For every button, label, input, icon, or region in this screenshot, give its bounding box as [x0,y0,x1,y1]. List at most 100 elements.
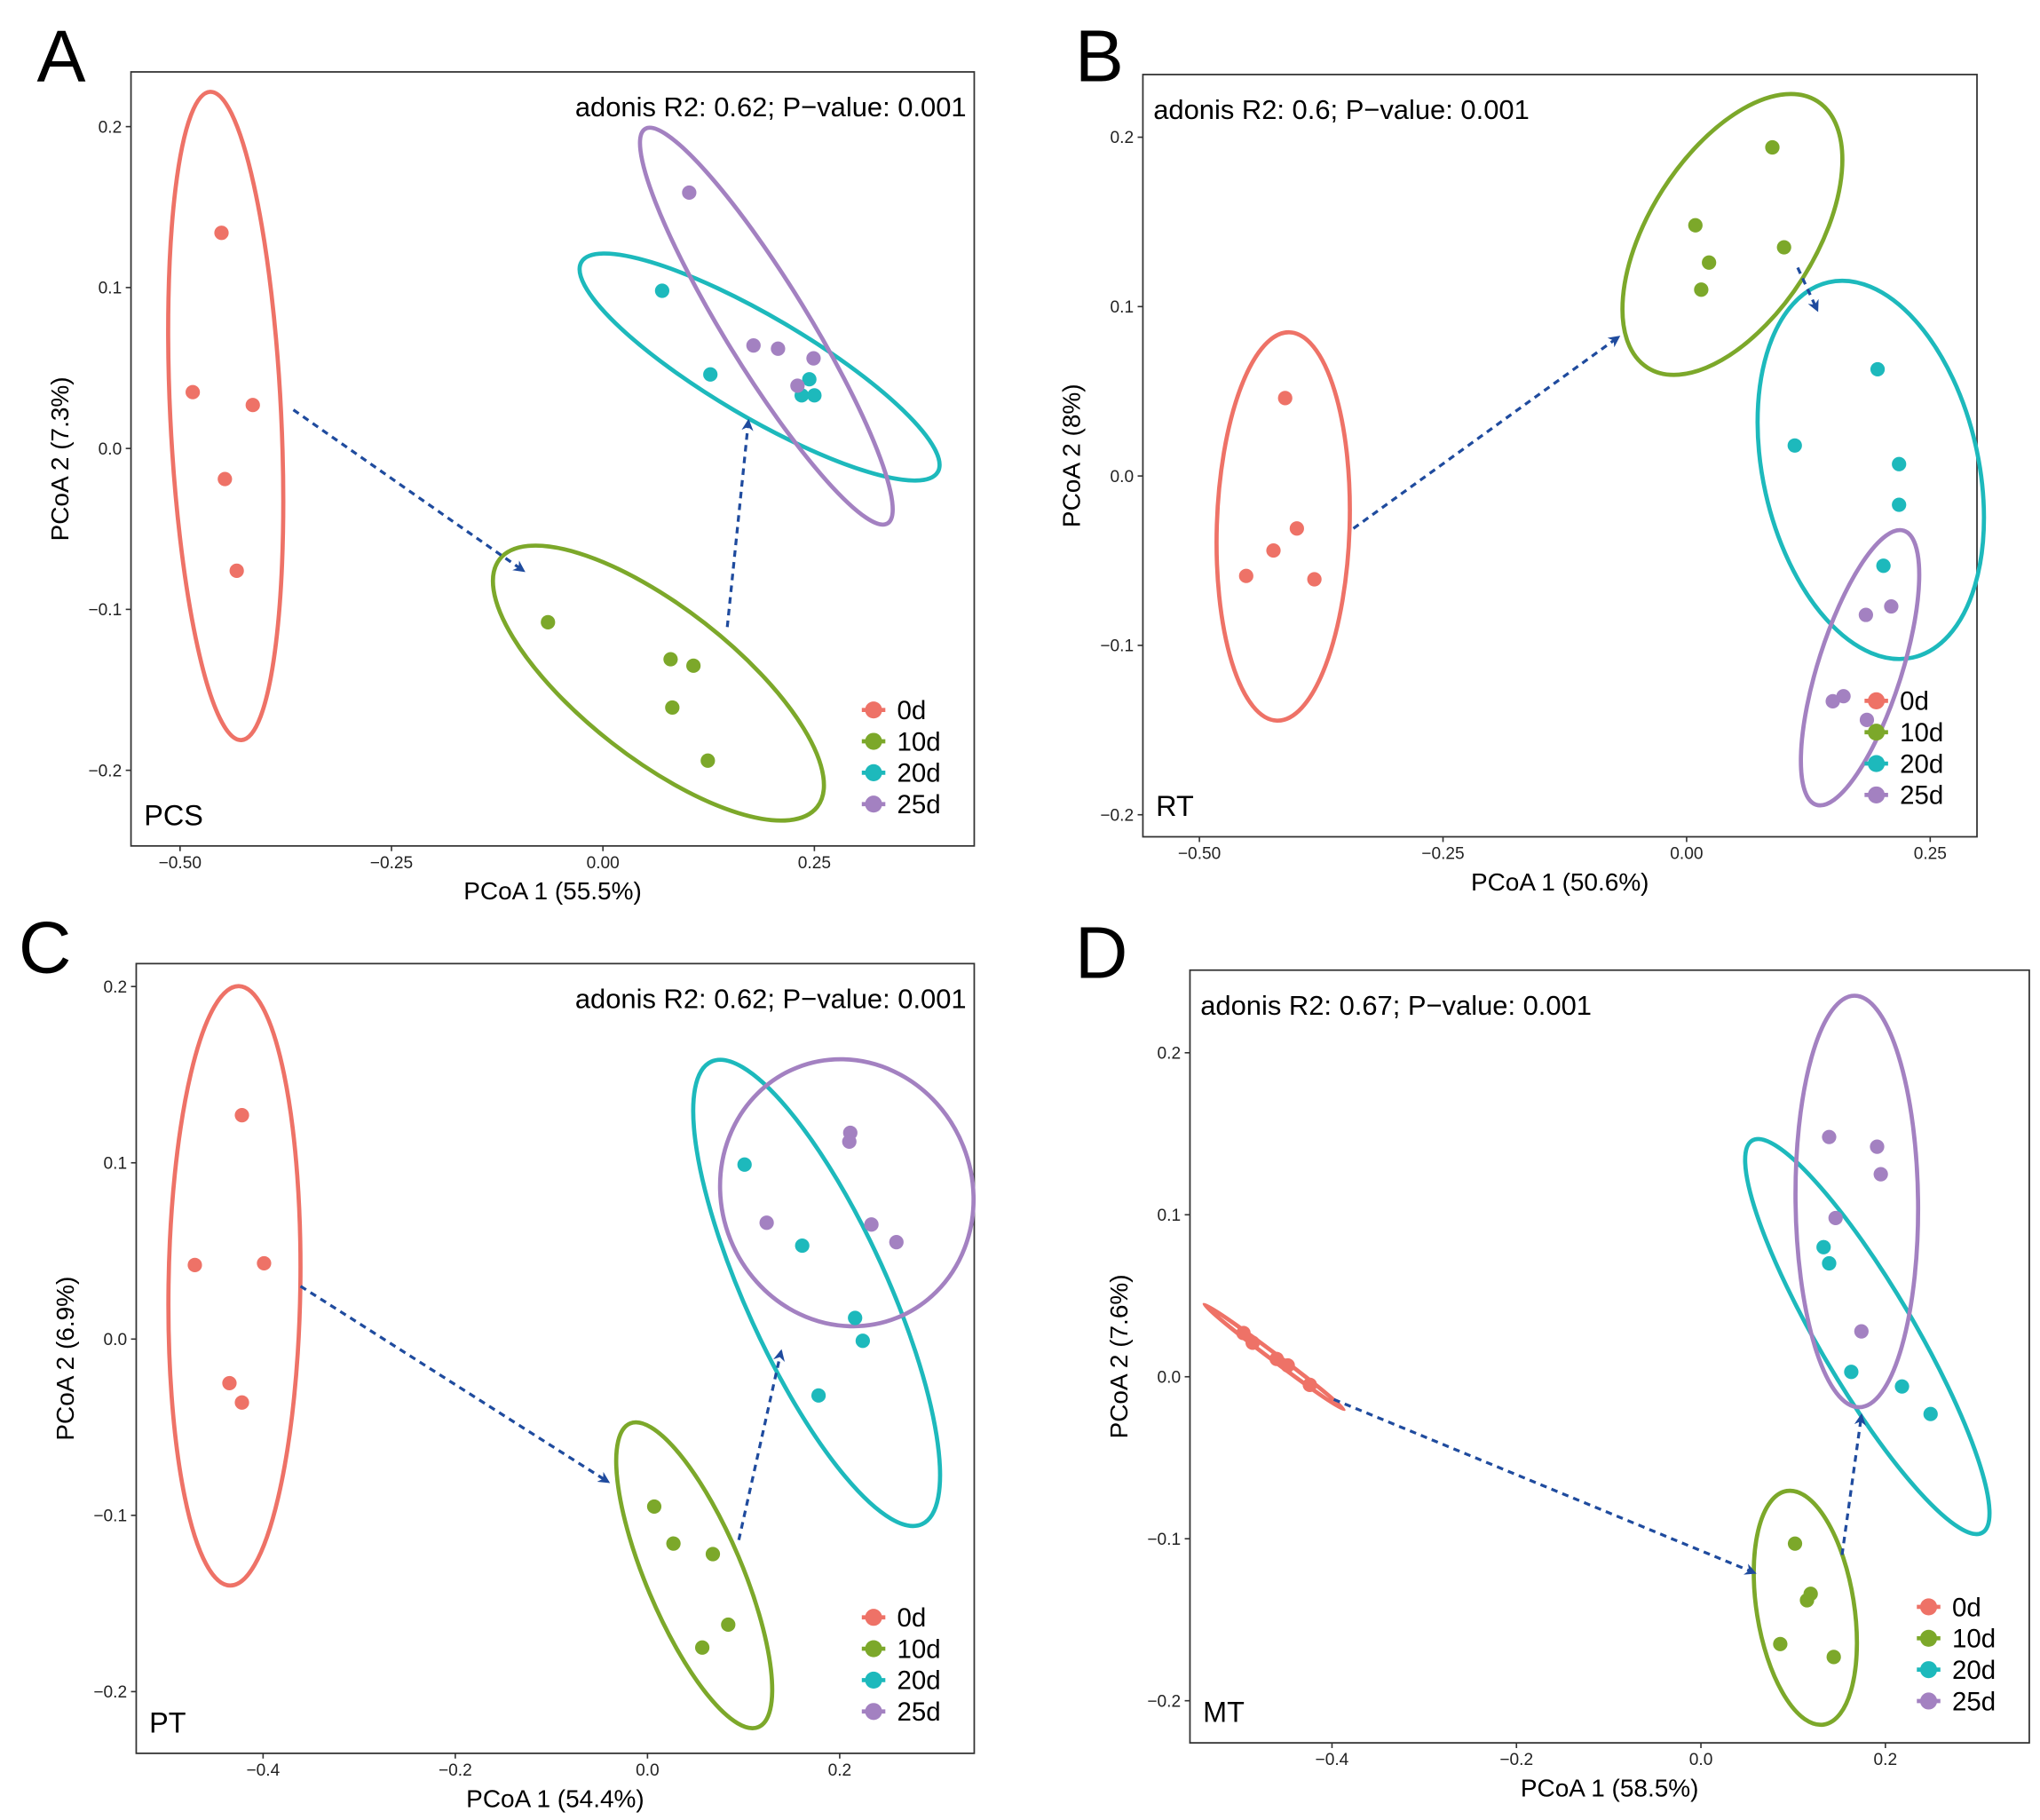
y-tick-label: 0.1 [1158,1207,1182,1225]
data-point-10d [1799,1593,1815,1608]
x-tick-label: 0.00 [587,854,620,873]
adonis-annotation: adonis R2: 0.62; P−value: 0.001 [575,983,967,1014]
data-point-25d [842,1134,857,1150]
data-point-10d [541,614,556,629]
adonis-annotation: adonis R2: 0.62; P−value: 0.001 [575,91,967,123]
x-axis-title: PCoA 1 (55.5%) [463,877,642,905]
data-point-10d [700,753,716,768]
y-tick-label: −0.2 [1147,1692,1181,1711]
y-tick-label: −0.1 [88,601,122,620]
legend-label: 20d [1952,1656,1996,1685]
data-point-10d [1688,218,1703,233]
data-point-20d [1822,1255,1837,1271]
legend-item-25d: 25d [1864,781,1943,811]
data-point-20d [1894,1379,1910,1394]
y-tick-label: 0.0 [104,1331,128,1349]
data-point-20d [1787,438,1802,453]
data-point-0d [1302,1377,1317,1392]
legend-item-0d: 0d [861,696,926,725]
data-point-10d [646,1499,662,1515]
x-tick-label: −0.25 [370,854,413,873]
legend-item-20d: 20d [861,759,941,788]
data-point-20d [1876,558,1891,574]
confidence-ellipse-25d [637,125,895,527]
legend-item-20d: 20d [1864,749,1943,779]
legend-label: 25d [1900,781,1943,811]
adonis-annotation: adonis R2: 0.6; P−value: 0.001 [1153,94,1530,125]
x-tick-label: −0.50 [159,854,202,873]
data-point-10d [1702,255,1717,270]
y-tick-label: 0.2 [99,118,123,137]
data-point-10d [1773,1636,1788,1651]
legend-label: 0d [897,1603,927,1633]
data-point-25d [806,351,821,366]
data-point-25d [864,1217,879,1232]
trajectory-arrow [1352,336,1621,530]
legend-item-10d: 10d [861,1634,941,1664]
legend-item-0d: 0d [1864,687,1929,716]
legend-label: 10d [1952,1625,1996,1654]
legend-key-dot [1868,755,1886,772]
legend-key-dot [865,764,882,781]
data-point-0d [1236,1325,1251,1341]
confidence-ellipse-10d [1751,1488,1860,1728]
x-tick-label: 0.0 [1689,1751,1713,1769]
confidence-ellipse-10d [613,1420,775,1730]
plot-panel-border [1142,74,1978,838]
data-point-20d [795,1238,810,1254]
panel-letter: B [1075,15,1124,97]
y-tick-label: 0.2 [1158,1044,1182,1063]
data-point-10d [1694,282,1709,297]
data-point-10d [705,1547,721,1562]
data-point-25d [1870,1139,1885,1154]
y-axis-title: PCoA 2 (8%) [1058,384,1086,527]
y-tick-label: −0.1 [93,1507,127,1525]
legend-label: 20d [897,1666,941,1696]
data-point-10d [1765,139,1780,155]
legend-item-10d: 10d [1917,1625,1996,1654]
confidence-ellipse-25d [1793,993,1921,1410]
data-point-25d [1858,607,1873,622]
data-point-20d [1892,497,1907,512]
legend-label: 10d [897,727,941,756]
y-tick-label: −0.2 [93,1683,127,1702]
confidence-ellipse-10d [490,543,826,823]
legend-item-25d: 25d [1917,1687,1996,1716]
data-point-0d [222,1375,237,1391]
x-tick-label: −0.50 [1178,845,1221,864]
site-label: PT [149,1706,186,1738]
data-point-25d [1873,1167,1888,1182]
legend-item-25d: 25d [861,1697,941,1727]
legend-label: 0d [1900,687,1929,716]
x-tick-label: 0.25 [798,854,831,873]
data-point-0d [186,384,201,400]
data-point-0d [1307,572,1322,587]
legend-item-25d: 25d [861,790,941,819]
data-point-10d [663,652,678,667]
data-point-0d [1277,391,1293,406]
data-point-0d [257,1255,272,1271]
data-point-20d [703,367,718,382]
legend-key-dot [865,1609,882,1626]
x-tick-label: 0.00 [1670,845,1703,864]
legend-key-dot [1868,724,1886,741]
legend-label: 10d [1900,718,1943,748]
plot-panel-border [135,962,976,1754]
legend-item-0d: 0d [1917,1593,1981,1622]
data-point-20d [1923,1406,1938,1421]
data-point-0d [1266,542,1281,558]
data-point-25d [1822,1129,1837,1144]
data-point-0d [234,1108,249,1123]
trajectory-arrow [737,1349,786,1540]
panel-d: D −0.4 −0.2 0.0 0.2 −0.2 −0.1 0.0 0.1 0.2 PCoA 1 (… [1075,913,2030,1801]
panel-c: C −0.4 −0.2 0.0 0.2 −0.2 −0.1 0.0 0.1 0.2 PCoA 1 (… [19,907,977,1812]
y-tick-label: 0.2 [104,978,128,997]
legend-label: 0d [1952,1593,1981,1622]
data-point-10d [1787,1536,1803,1551]
y-axis-title: PCoA 2 (7.3%) [46,376,74,541]
legend-key-dot [1919,1661,1938,1679]
legend-item-0d: 0d [861,1603,927,1633]
data-point-20d [1870,361,1886,377]
data-point-0d [187,1257,202,1273]
data-point-25d [771,341,786,356]
